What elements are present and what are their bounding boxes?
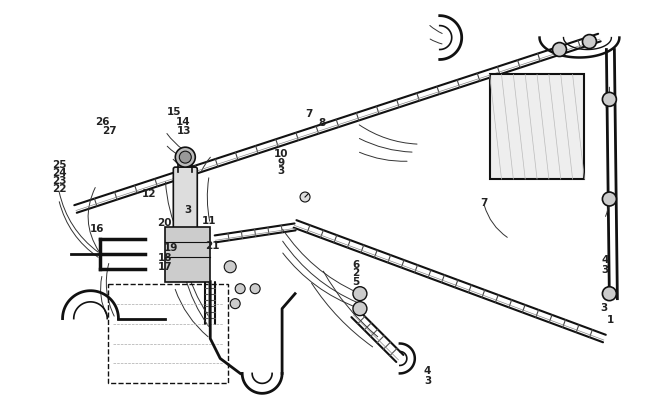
Text: 4: 4 bbox=[424, 365, 431, 375]
Circle shape bbox=[230, 299, 240, 309]
Circle shape bbox=[603, 192, 616, 207]
Text: 1: 1 bbox=[606, 315, 614, 324]
Bar bbox=[489, 75, 584, 180]
Text: 8: 8 bbox=[318, 117, 326, 128]
Circle shape bbox=[603, 287, 616, 301]
Circle shape bbox=[235, 284, 245, 294]
Text: 9: 9 bbox=[278, 157, 285, 167]
Circle shape bbox=[582, 36, 597, 49]
Text: 13: 13 bbox=[176, 126, 191, 136]
Circle shape bbox=[250, 284, 260, 294]
Text: 4: 4 bbox=[601, 255, 609, 265]
Text: 2: 2 bbox=[352, 268, 359, 278]
Text: 16: 16 bbox=[90, 223, 104, 233]
Text: 7: 7 bbox=[306, 109, 313, 119]
Circle shape bbox=[353, 302, 367, 316]
Text: 22: 22 bbox=[52, 184, 66, 194]
Text: 7: 7 bbox=[480, 198, 488, 207]
Circle shape bbox=[176, 148, 195, 168]
Circle shape bbox=[300, 192, 310, 202]
Circle shape bbox=[353, 287, 367, 301]
Circle shape bbox=[179, 152, 191, 164]
Text: 26: 26 bbox=[95, 117, 109, 127]
Text: 11: 11 bbox=[202, 215, 217, 225]
Text: 5: 5 bbox=[352, 277, 359, 287]
Circle shape bbox=[224, 261, 236, 273]
Circle shape bbox=[603, 93, 616, 107]
Text: 24: 24 bbox=[52, 168, 66, 178]
Text: 14: 14 bbox=[176, 117, 191, 127]
Text: 3: 3 bbox=[424, 375, 431, 385]
Text: 15: 15 bbox=[167, 107, 182, 117]
Text: 3: 3 bbox=[278, 166, 285, 176]
Text: 18: 18 bbox=[157, 252, 172, 262]
Text: 10: 10 bbox=[274, 148, 288, 158]
Text: 23: 23 bbox=[52, 176, 66, 185]
Text: 25: 25 bbox=[52, 160, 66, 170]
Circle shape bbox=[552, 43, 567, 58]
Text: 6: 6 bbox=[352, 259, 359, 269]
Text: 20: 20 bbox=[157, 218, 172, 228]
Bar bbox=[109, 284, 228, 384]
Text: 3: 3 bbox=[601, 303, 608, 312]
Text: 19: 19 bbox=[163, 243, 178, 253]
FancyBboxPatch shape bbox=[174, 168, 197, 231]
Text: 27: 27 bbox=[102, 126, 117, 136]
Text: 3: 3 bbox=[602, 264, 609, 274]
Text: 17: 17 bbox=[157, 261, 172, 271]
Bar bbox=[165, 227, 210, 282]
Text: 12: 12 bbox=[141, 189, 156, 198]
Text: 21: 21 bbox=[205, 240, 220, 250]
Text: 3: 3 bbox=[184, 205, 191, 215]
